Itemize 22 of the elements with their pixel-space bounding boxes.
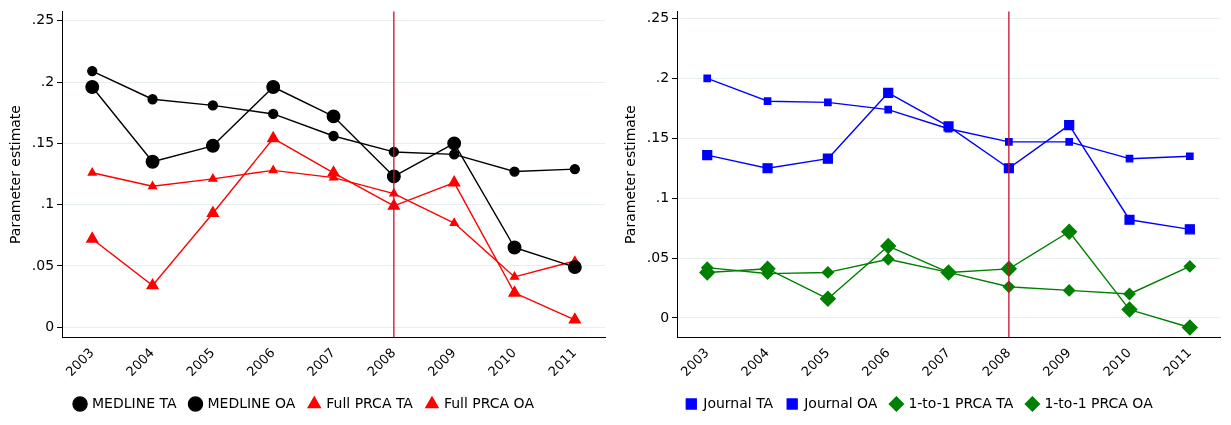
legend-label: Journal TA	[702, 394, 774, 411]
y-tick-label: .25	[646, 9, 670, 26]
y-tick-label: .05	[31, 256, 55, 273]
y-tick-label: .15	[646, 128, 670, 145]
y-tick-label: .05	[646, 248, 670, 265]
legend-label: MEDLINE OA	[207, 394, 296, 411]
y-axis-title: Parameter estimate	[7, 105, 24, 244]
legend-label: 1-to-1 PRCA TA	[908, 394, 1014, 411]
y-tick-label: 0	[45, 317, 55, 334]
y-tick-label: .1	[40, 195, 55, 212]
y-tick-label: .2	[40, 72, 55, 89]
legend-label: Full PRCA TA	[326, 394, 414, 411]
y-axis-title: Parameter estimate	[622, 105, 639, 244]
legend-label: Journal OA	[803, 394, 878, 411]
legend-label: 1-to-1 PRCA OA	[1044, 394, 1154, 411]
y-tick-label: .1	[655, 188, 670, 205]
y-tick-label: .2	[655, 69, 670, 86]
y-tick-label: 0	[660, 308, 670, 325]
y-tick-label: .25	[31, 11, 55, 28]
y-tick-label: .15	[31, 134, 55, 151]
legend-label: Full PRCA OA	[443, 394, 535, 411]
legend-label: MEDLINE TA	[92, 394, 177, 411]
